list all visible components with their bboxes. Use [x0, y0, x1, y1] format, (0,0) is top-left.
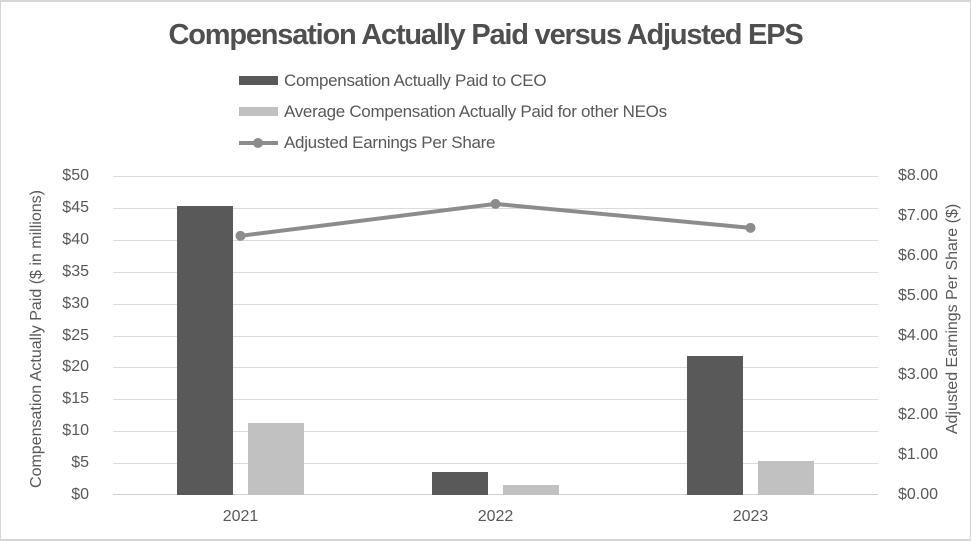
gridline — [113, 271, 878, 273]
legend-label: Adjusted Earnings Per Share — [284, 132, 496, 152]
bar-neo-2022 — [503, 484, 559, 495]
right-axis-tick: $2.00 — [898, 406, 939, 424]
gridline — [113, 239, 878, 241]
eps-marker-2023 — [745, 222, 756, 233]
x-axis-label-2021: 2021 — [222, 508, 259, 525]
legend-label: Compensation Actually Paid to CEO — [284, 70, 547, 90]
right-axis-tick: $8.00 — [898, 167, 939, 184]
left-axis-tick: $40 — [62, 230, 89, 248]
plot-area — [113, 176, 878, 495]
bar-neo-2021 — [248, 422, 304, 495]
left-axis-tick: $25 — [62, 326, 89, 344]
bar-ceo-2022 — [432, 472, 488, 495]
right-axis-tick: $7.00 — [898, 206, 939, 224]
gridline — [113, 176, 878, 177]
left-axis-tick: $30 — [62, 294, 89, 312]
bar-ceo-2023 — [687, 355, 743, 495]
eps-marker-2022 — [490, 198, 501, 209]
x-axis-label-2023: 2023 — [732, 508, 769, 525]
eps-marker-2021 — [235, 230, 246, 241]
legend-item-ceo-cap: Compensation Actually Paid to CEO — [239, 65, 667, 96]
left-axis-title: Compensation Actually Paid ($ in million… — [28, 190, 45, 488]
right-axis-tick: $4.00 — [898, 326, 939, 344]
left-axis-tick: $20 — [62, 358, 89, 376]
gridline — [113, 431, 878, 433]
x-axis-line — [113, 494, 878, 495]
left-axis-tick: $50 — [62, 167, 89, 184]
left-axis-tick: $10 — [62, 422, 89, 440]
chart-title: Compensation Actually Paid versus Adjust… — [168, 19, 804, 51]
eps-line-series — [235, 198, 756, 241]
legend-swatch-ceo-bar-icon — [239, 76, 278, 85]
legend-label: Average Compensation Actually Paid for o… — [284, 101, 667, 121]
left-axis-tick: $0 — [71, 486, 89, 503]
right-axis-title: Adjusted Earnings Per Share ($) — [944, 203, 961, 435]
bar-neo-2023 — [758, 461, 814, 495]
x-axis-label-2022: 2022 — [477, 508, 514, 525]
legend-item-eps: Adjusted Earnings Per Share — [239, 127, 667, 158]
legend: Compensation Actually Paid to CEO Averag… — [239, 65, 667, 158]
bar-ceo-2021 — [177, 206, 233, 495]
right-axis-tick: $6.00 — [898, 246, 939, 264]
left-axis-tick: $5 — [71, 454, 89, 472]
gridline — [113, 463, 878, 465]
right-axis-tick: $3.00 — [898, 366, 939, 384]
legend-item-neo-cap: Average Compensation Actually Paid for o… — [239, 96, 667, 127]
left-axis-tick: $45 — [62, 198, 89, 216]
left-axis-tick: $15 — [62, 390, 89, 408]
right-axis-tick: $0.00 — [898, 486, 939, 503]
left-axis-tick: $35 — [62, 262, 89, 280]
gridline — [113, 399, 878, 401]
gridline — [113, 303, 878, 305]
right-axis-tick: $1.00 — [898, 446, 939, 464]
gridline — [113, 367, 878, 369]
legend-swatch-neo-bar-icon — [239, 107, 278, 116]
gridline — [113, 335, 878, 337]
right-axis-tick: $5.00 — [898, 286, 939, 304]
legend-swatch-eps-line-icon — [239, 137, 278, 148]
